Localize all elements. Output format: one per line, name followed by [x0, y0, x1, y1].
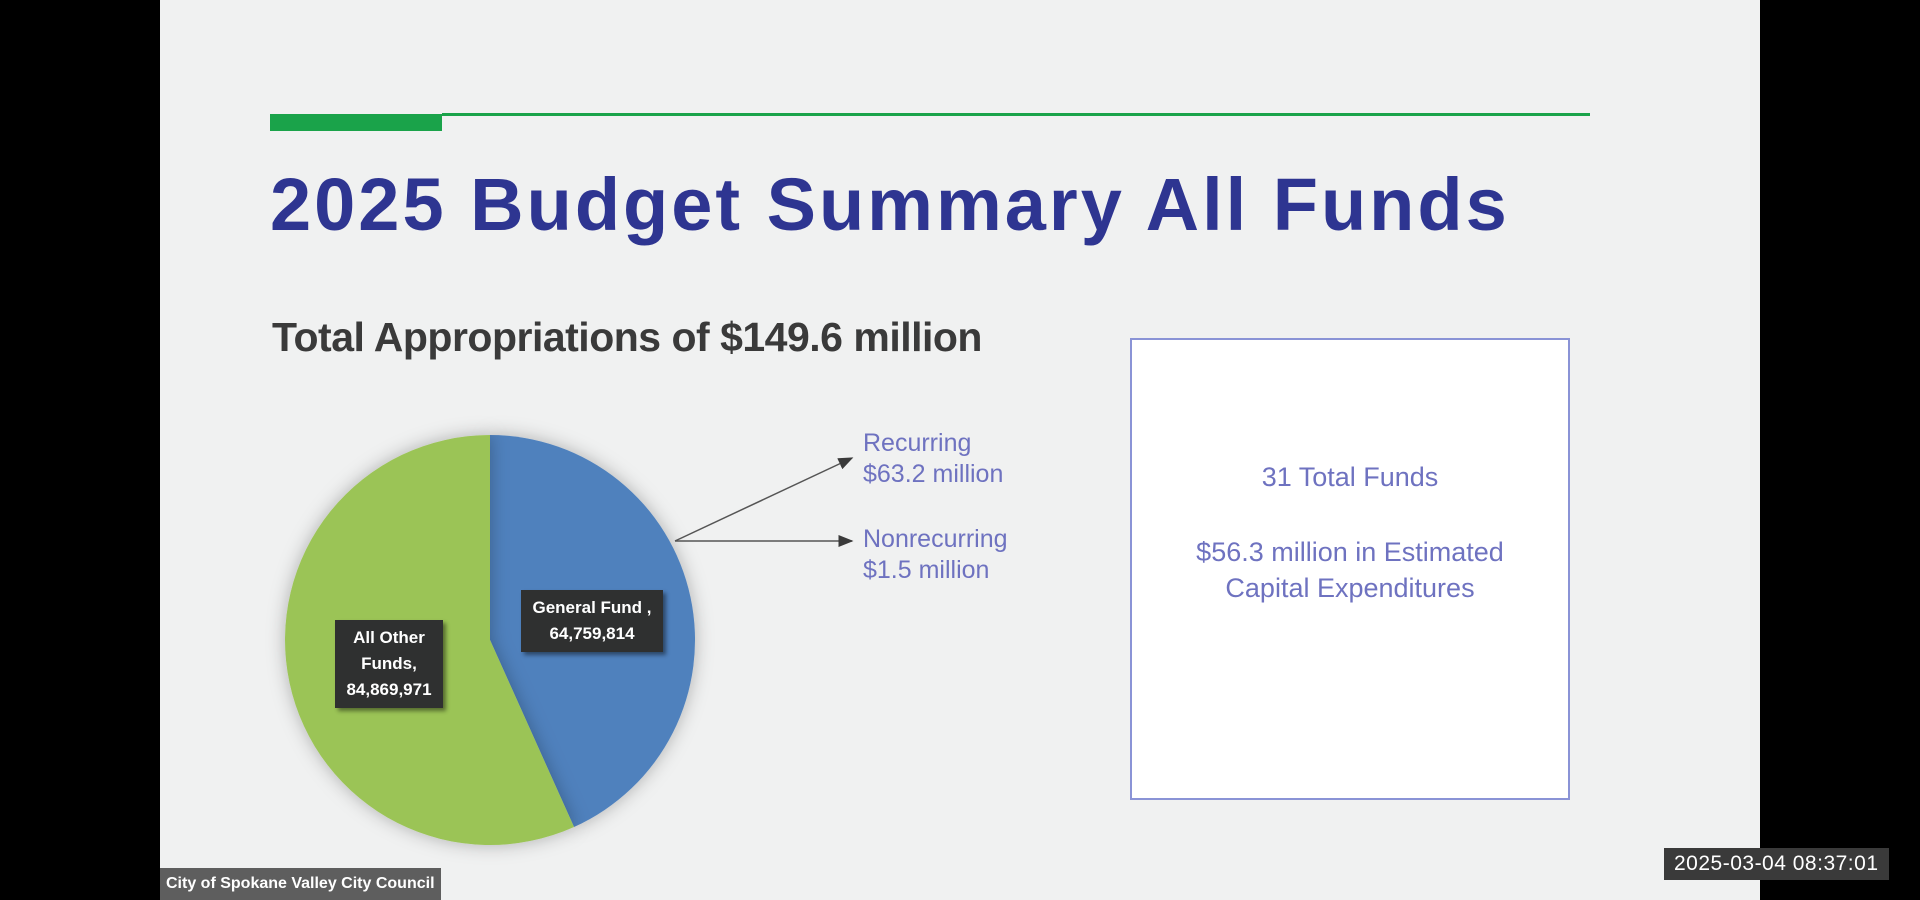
- capital-line-2: Capital Expenditures: [1225, 573, 1475, 603]
- nonrecurring-annotation: Nonrecurring $1.5 million: [863, 524, 1008, 586]
- title-accent-line: [442, 113, 1590, 116]
- recurring-amount: $63.2 million: [863, 460, 1004, 488]
- slide-title: 2025 Budget Summary All Funds: [270, 163, 1510, 246]
- pie-label-line: 84,869,971: [346, 680, 432, 699]
- title-accent-bar: [270, 114, 442, 131]
- capital-line-1: $56.3 million in Estimated: [1196, 537, 1504, 567]
- source-caption: City of Spokane Valley City Council: [160, 868, 441, 900]
- capital-expenditures-text: $56.3 million in Estimated Capital Expen…: [1152, 534, 1548, 606]
- pie-slice-label-general-fund: General Fund , 64,759,814: [521, 590, 663, 652]
- total-funds-text: 31 Total Funds: [1261, 462, 1439, 492]
- pie-label-line: All Other: [353, 628, 425, 647]
- nonrecurring-amount: $1.5 million: [863, 556, 990, 584]
- recurring-arrow: [674, 457, 854, 542]
- funds-info-box: 31 Total Funds $56.3 million in Estimate…: [1130, 338, 1570, 800]
- pie-label-line: Funds,: [361, 654, 417, 673]
- video-timestamp: 2025-03-04 08:37:01: [1664, 848, 1889, 880]
- presentation-slide: 2025 Budget Summary All Funds Total Appr…: [160, 0, 1760, 900]
- slide-subtitle: Total Appropriations of $149.6 million: [272, 314, 982, 360]
- pie-label-line: 64,759,814: [549, 624, 635, 643]
- pie-slice-label-all-other-funds: All Other Funds, 84,869,971: [335, 620, 443, 708]
- recurring-annotation: Recurring $63.2 million: [863, 428, 1003, 490]
- recurring-label: Recurring: [863, 429, 972, 457]
- pie-label-line: General Fund ,: [532, 598, 652, 617]
- nonrecurring-label: Nonrecurring: [863, 525, 1008, 553]
